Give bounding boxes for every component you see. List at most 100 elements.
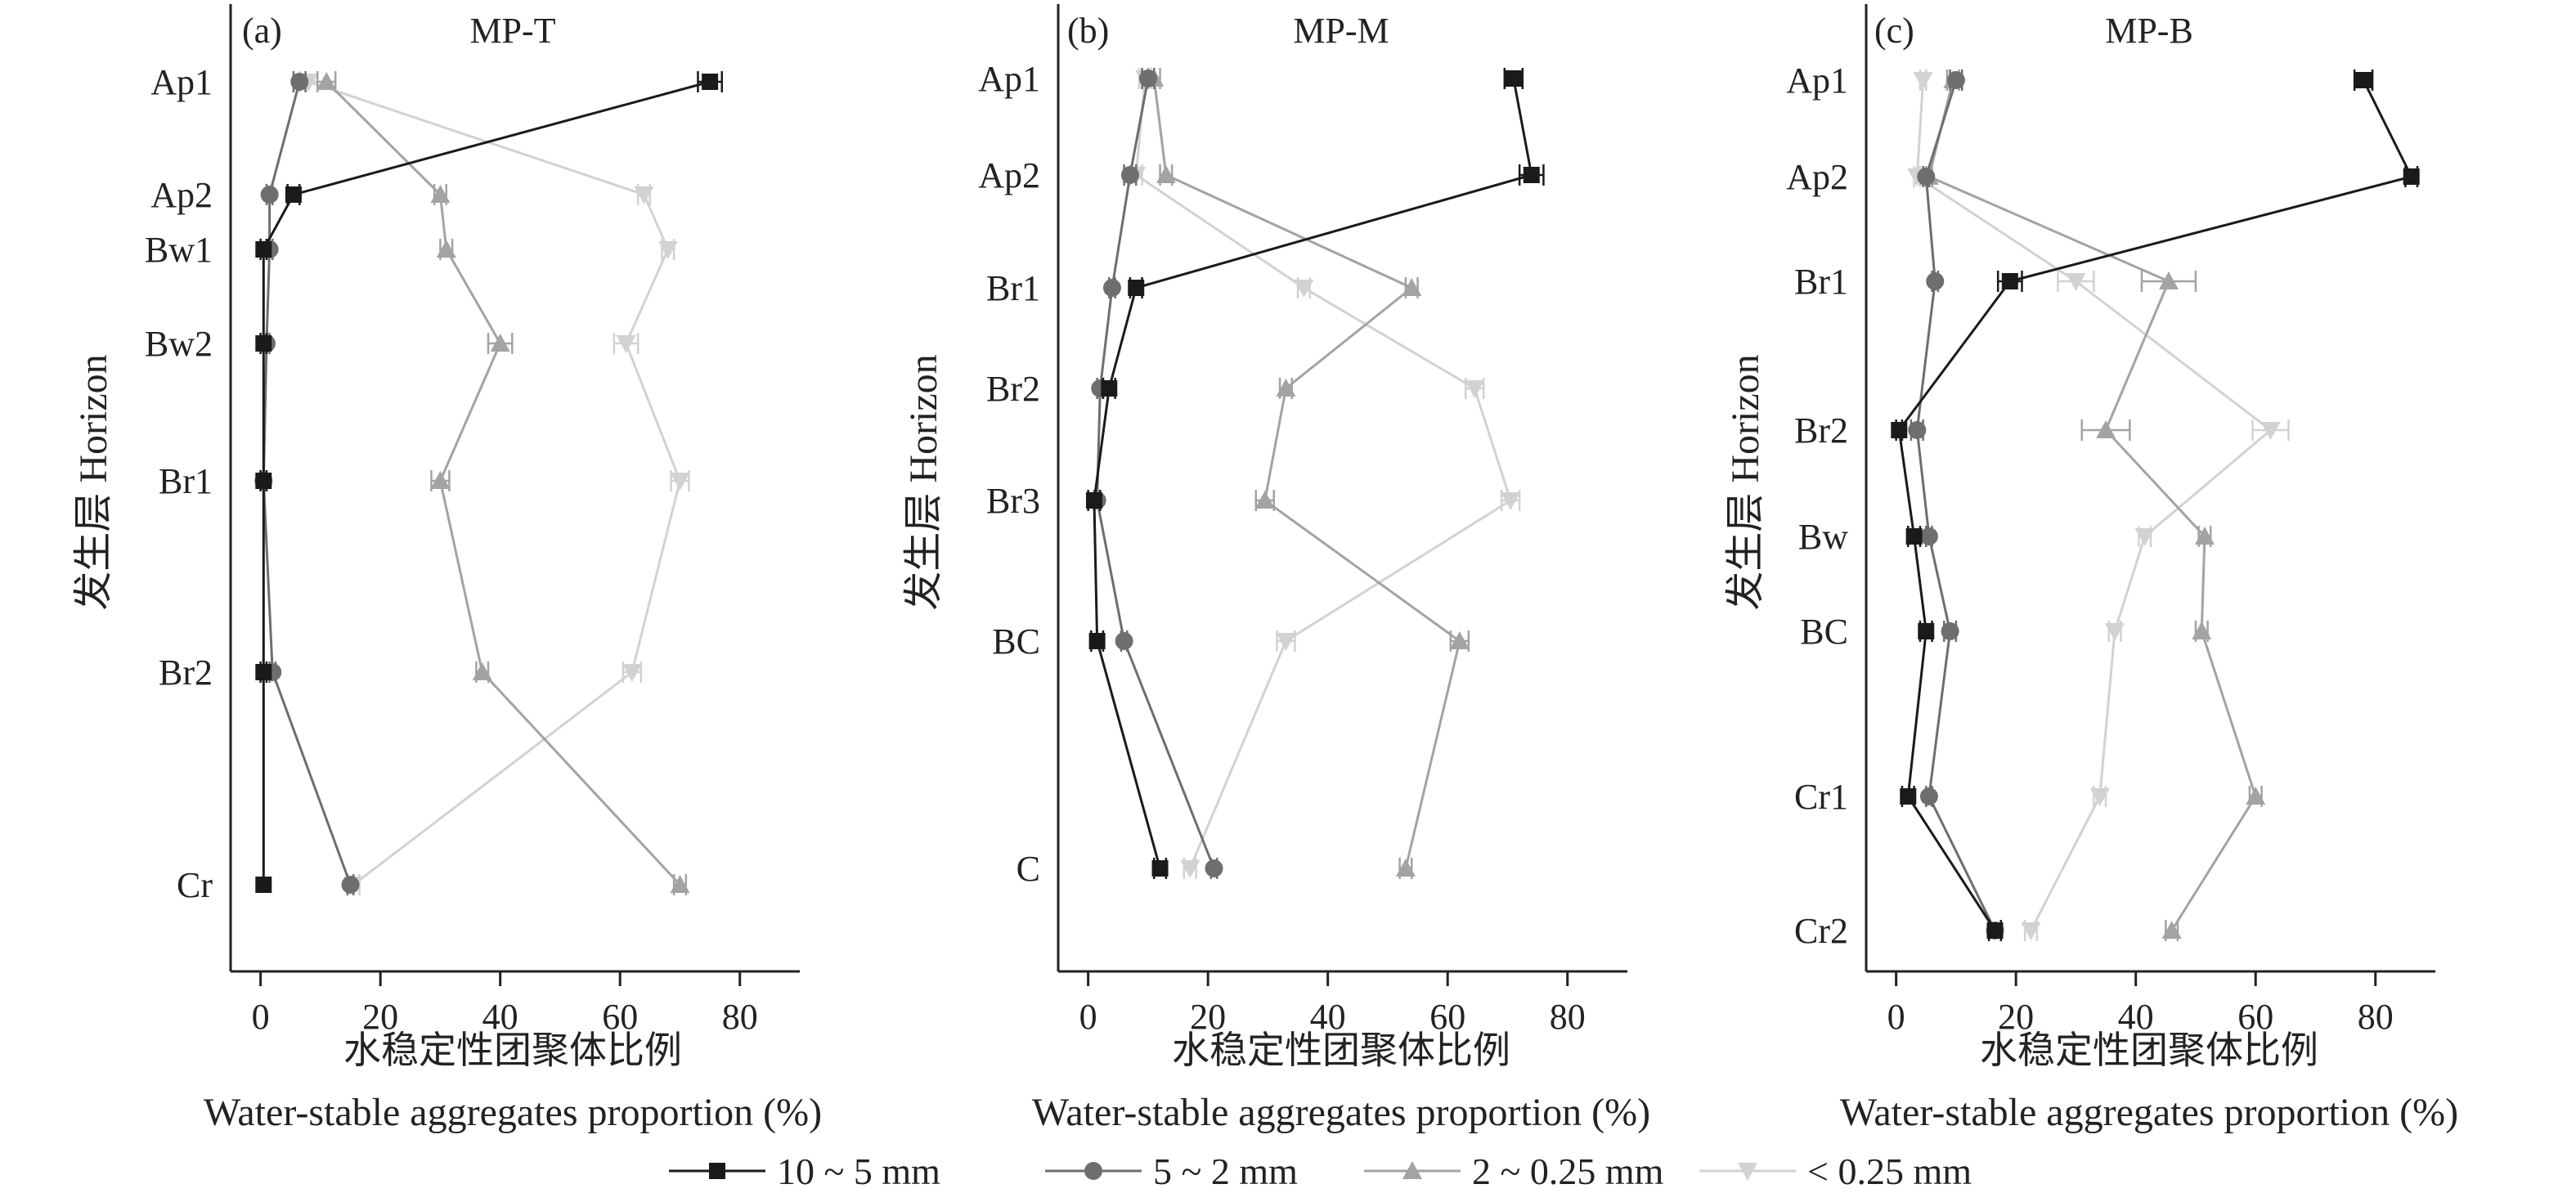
y-axis-label: 发生层 Horizon — [1724, 354, 1767, 610]
data-point — [2192, 621, 2212, 639]
horizon-label: Ap1 — [150, 62, 213, 102]
series-group — [255, 71, 724, 893]
data-point — [1501, 492, 1521, 510]
data-point — [616, 335, 636, 353]
data-point — [2001, 273, 2018, 289]
series-group — [298, 71, 690, 895]
data-point — [1294, 280, 1314, 298]
data-point — [260, 186, 279, 204]
legend-label: 2 ~ 0.25 mm — [1472, 1150, 1664, 1192]
panel-tag: (c) — [1874, 11, 1914, 51]
series-group — [1126, 68, 1521, 879]
data-point — [1180, 860, 1200, 878]
panel-tag: (a) — [242, 11, 282, 51]
legend-label: 10 ~ 5 mm — [777, 1150, 940, 1192]
data-point — [2158, 271, 2179, 289]
data-point — [2403, 168, 2420, 185]
x-tick-label: 40 — [2118, 997, 2154, 1037]
data-point — [1402, 278, 1422, 296]
legend: 10 ~ 5 mm 5 ~ 2 mm 2 ~ 0.25 mm < 0.25 mm — [669, 1150, 1972, 1192]
data-point — [1138, 70, 1157, 87]
data-point — [2260, 422, 2281, 440]
data-point — [341, 876, 360, 894]
data-point — [1128, 280, 1145, 296]
horizon-label: Br2 — [159, 653, 213, 693]
data-point — [2105, 623, 2125, 641]
horizon-label: Bw2 — [145, 324, 213, 364]
horizon-label: Ap2 — [978, 155, 1040, 195]
data-point — [2089, 788, 2110, 806]
data-point — [2246, 787, 2266, 805]
x-axis-label-cn: 水稳定性团聚体比例 — [1172, 1028, 1510, 1072]
x-tick-label: 60 — [602, 997, 638, 1037]
x-tick-label: 80 — [2358, 997, 2394, 1037]
panel-mp-t: (a) MP-T 水稳定性团聚体比例 Water-stable aggregat… — [72, 4, 822, 1134]
series-line — [1897, 79, 2413, 931]
horizon-label: Br1 — [986, 268, 1040, 308]
series-line — [325, 80, 681, 886]
data-point — [670, 473, 690, 491]
data-point — [1085, 492, 1102, 509]
y-axis-label: 发生层 Horizon — [72, 354, 115, 610]
data-point — [2066, 273, 2086, 291]
series-group — [1891, 70, 2420, 941]
series-line — [1093, 78, 1533, 869]
legend-marker — [1402, 1161, 1422, 1179]
x-axis-label-cn: 水稳定性团聚体比例 — [1980, 1028, 2318, 1072]
x-tick-label: 0 — [1887, 997, 1905, 1037]
x-tick-label: 80 — [722, 997, 758, 1037]
data-point — [285, 186, 302, 203]
data-point — [1254, 491, 1275, 509]
data-point — [1905, 528, 1923, 545]
series-group — [1907, 70, 2290, 941]
x-axis-label-en: Water-stable aggregates proportion (%) — [204, 1091, 822, 1134]
panel-title: MP-B — [2105, 11, 2193, 51]
horizon-label: Ap1 — [1786, 61, 1848, 101]
data-point — [1449, 631, 1470, 649]
x-tick-label: 60 — [1429, 997, 1465, 1037]
data-point — [316, 72, 337, 90]
data-point — [2134, 528, 2155, 546]
legend-marker — [1738, 1163, 1757, 1181]
data-point — [1946, 71, 1965, 89]
data-point — [490, 334, 510, 352]
data-point — [1913, 72, 1933, 90]
horizon-label: Cr2 — [1794, 911, 1848, 951]
x-tick-label: 20 — [1998, 997, 2034, 1037]
data-point — [255, 877, 272, 893]
data-point — [472, 662, 492, 680]
series-line — [262, 81, 352, 886]
x-tick-label: 40 — [1310, 997, 1346, 1037]
horizon-label: Br1 — [1794, 262, 1848, 302]
data-point — [657, 241, 678, 259]
horizon-label: Cr — [177, 865, 213, 905]
panel-title: MP-T — [469, 11, 555, 51]
data-point — [255, 473, 272, 489]
data-point — [1101, 380, 1118, 397]
horizon-label: Ap1 — [978, 59, 1040, 99]
horizon-label: Bw1 — [145, 230, 213, 270]
x-tick-label: 0 — [252, 997, 270, 1037]
data-point — [1941, 622, 1959, 640]
data-point — [1151, 860, 1169, 877]
x-tick-label: 80 — [1550, 997, 1586, 1037]
panel-mp-m: (b) MP-M 水稳定性团聚体比例 Water-stable aggregat… — [902, 4, 1650, 1134]
data-point — [1523, 167, 1540, 183]
legend-label: < 0.25 mm — [1807, 1150, 1972, 1192]
data-point — [2021, 922, 2041, 940]
x-axis-label-cn: 水稳定性团聚体比例 — [343, 1028, 682, 1072]
horizon-label: BC — [1800, 612, 1848, 652]
data-point — [430, 471, 451, 489]
horizon-label: Br3 — [986, 481, 1040, 521]
series-group — [1144, 68, 1470, 879]
series-line — [1152, 78, 1461, 869]
series-line — [307, 80, 682, 886]
data-point — [430, 185, 451, 203]
horizon-label: Ap2 — [1786, 157, 1848, 197]
panel-tag: (b) — [1067, 11, 1109, 51]
data-point — [1986, 922, 2004, 939]
data-point — [1919, 787, 1938, 805]
data-point — [290, 73, 309, 91]
series-line — [1096, 78, 1215, 869]
